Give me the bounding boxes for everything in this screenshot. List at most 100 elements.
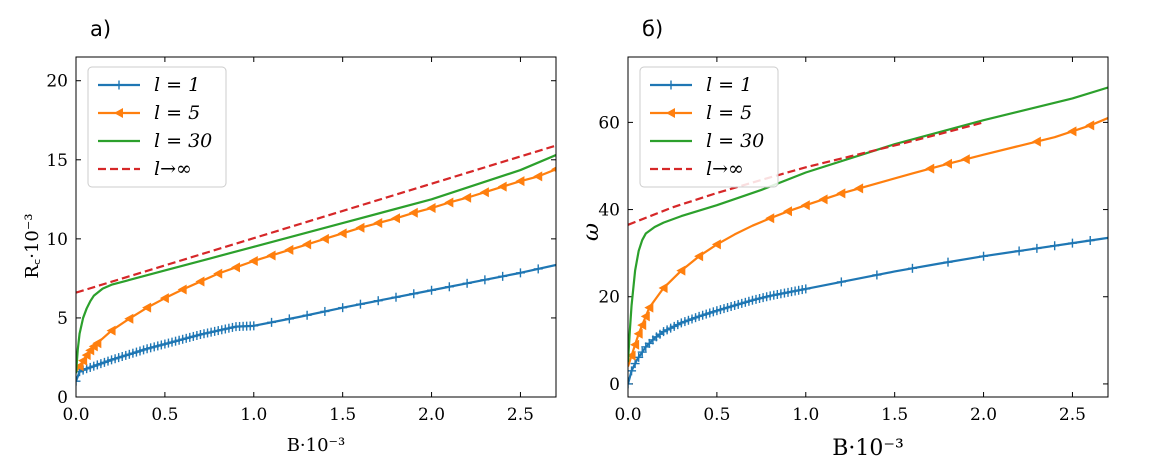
panel-b-series-2-marker xyxy=(640,311,650,322)
panel-b-series-2-marker xyxy=(1031,136,1041,147)
panel-a-series-2-marker xyxy=(391,213,400,224)
panel-a-series-2-marker xyxy=(355,222,365,233)
panel-b-legend-label: l = 30 xyxy=(706,130,764,152)
panel-b-series-1-marker xyxy=(628,379,633,389)
panel-b-series-2-marker xyxy=(711,239,721,250)
panel-b-plot-area xyxy=(628,86,1108,389)
panel-b-series-1-marker xyxy=(630,359,640,369)
panel-a-legend-label: l = 1 xyxy=(154,74,200,96)
panel-a-series-2-marker xyxy=(142,302,152,313)
panel-b-x-tick-label: 2.5 xyxy=(1059,405,1086,425)
panel-a-series-1-marker xyxy=(267,317,277,327)
panel-b-x-axis-label: B·10⁻³ xyxy=(832,436,904,461)
panel-a-y-tick-label: 10 xyxy=(46,230,68,250)
panel-b-series-1-marker xyxy=(628,366,637,376)
panel-b-series-1-marker xyxy=(1067,238,1077,248)
panel-a-legend-label: l = 30 xyxy=(154,130,212,152)
panel-a-series-1-marker xyxy=(533,264,543,274)
panel-a-series-2-marker xyxy=(284,244,294,255)
panel-a-series-2-marker xyxy=(408,207,418,218)
panel-b-y-axis-label: ω xyxy=(579,223,604,241)
panel-b-series-2-marker xyxy=(637,320,647,331)
panel-a-series-1-marker xyxy=(76,376,81,386)
panel-a-series-2-marker xyxy=(177,284,187,295)
panel-a-series-2-marker xyxy=(124,313,134,324)
panel-b-series-2-marker xyxy=(676,265,686,276)
panel-a-series-2-marker xyxy=(302,239,312,250)
panel-b-y-tick-label: 20 xyxy=(598,288,620,308)
panel-a-series-2-marker xyxy=(76,361,84,372)
panel-a-series-2-marker xyxy=(479,187,489,198)
panel-a-x-tick-label: 0.5 xyxy=(151,405,178,425)
panel-a-series-1-marker xyxy=(515,268,525,278)
panel-a-x-ticks: 0.0 0.5 1.0 1.5 2.0 2.5 xyxy=(62,57,534,425)
panel-a-legend-label: l = 5 xyxy=(154,102,200,124)
panel-a-series-2-marker xyxy=(81,350,91,361)
panel-b-series-2-marker xyxy=(800,200,810,211)
panel-a-series-2-marker xyxy=(319,233,329,244)
panel-b-series-1-marker xyxy=(943,257,953,267)
panel-b-x-ticks: 0.0 0.5 1.0 1.5 2.0 2.5 xyxy=(614,57,1086,425)
panel-a-series-1-line xyxy=(76,263,556,382)
panel-b-series-2-marker xyxy=(633,328,643,339)
panel-a-series-2-marker xyxy=(231,262,240,273)
panel-b-x-tick-label: 0.5 xyxy=(703,405,730,425)
panel-a-series-2-marker xyxy=(337,228,347,239)
panel-a-series-2-marker xyxy=(551,166,556,173)
panel-b-series-2-marker xyxy=(818,194,828,205)
panel-a-series-2-marker xyxy=(248,256,258,266)
panel-a-x-axis-label: B·10⁻³ xyxy=(287,435,346,456)
panel-b-series-1-marker xyxy=(907,263,917,273)
panel-a-y-tick-label: 20 xyxy=(46,72,68,92)
panel-b-y-ticks: 0 20 40 60 xyxy=(598,113,1108,395)
panel-a-plot-area xyxy=(76,144,556,386)
panel-a-label: а) xyxy=(90,17,111,41)
panel-a: а) 0.0 0.5 1.0 1.5 2.0 2.5 0 5 10 15 20 B·10⁻³ R꜀… xyxy=(22,17,557,456)
panel-a-series-1-marker xyxy=(338,303,348,313)
panel-a-series-2-marker xyxy=(373,218,383,229)
panel-b-series-2-marker xyxy=(854,183,864,194)
panel-b-series-1-marker xyxy=(637,347,647,357)
panel-a-series-2-marker xyxy=(159,293,169,304)
panel-a-series-2-marker xyxy=(106,325,116,336)
panel-a-series-1-marker xyxy=(249,321,259,331)
panel-a-y-tick-label: 5 xyxy=(57,309,68,329)
panel-b-legend-marker xyxy=(666,80,676,90)
panel-a-series-2-marker xyxy=(462,192,472,203)
panel-a-series-1-marker xyxy=(284,314,294,324)
panel-b-series-1-marker xyxy=(979,251,989,261)
panel-a-series-1-marker xyxy=(320,306,330,316)
panel-a-legend-marker xyxy=(114,108,123,118)
panel-b-series-2-marker xyxy=(658,283,668,294)
panel-b-y-tick-label: 60 xyxy=(598,113,620,133)
panel-a-x-tick-label: 1.0 xyxy=(240,405,267,425)
panel-b-series-1-marker xyxy=(1014,246,1024,256)
panel-b-series-2-marker xyxy=(836,188,846,199)
panel-a-x-tick-label: 2.0 xyxy=(418,405,445,425)
panel-a-series-3-line xyxy=(76,154,556,374)
panel-b-x-tick-label: 2.0 xyxy=(970,405,997,425)
panel-a-series-1-marker xyxy=(302,310,312,320)
panel-a-series-1-marker xyxy=(462,278,472,288)
panel-a-series-1-marker xyxy=(427,285,437,295)
panel-b-series-2-marker xyxy=(644,302,654,313)
panel-b-series-1-marker xyxy=(634,352,644,362)
panel-b-series-2-marker xyxy=(628,350,636,361)
panel-b-series-1-marker xyxy=(1050,241,1060,251)
panel-b-label: б) xyxy=(642,17,663,41)
panel-b-legend-box xyxy=(639,66,779,188)
panel-b-series-2-marker xyxy=(630,339,640,350)
panel-a-series-2-marker xyxy=(497,181,507,192)
panel-b-series-2-marker xyxy=(960,154,970,165)
panel-b-series-1-marker xyxy=(801,284,811,294)
panel-b-x-tick-label: 1.5 xyxy=(881,405,908,425)
panel-b-series-2-marker xyxy=(943,158,952,169)
panel-b-series-4-line xyxy=(628,121,984,226)
panel-b-legend-marker xyxy=(666,108,675,118)
panel-b-legend: l = 1 l = 5 l = 30 l→∞ xyxy=(639,66,779,188)
panel-a-series-2-marker xyxy=(266,250,276,261)
panel-a-series-2-marker xyxy=(533,171,543,182)
panel-a-series-1-marker xyxy=(391,292,401,302)
panel-a-y-tick-label: 15 xyxy=(46,151,68,171)
